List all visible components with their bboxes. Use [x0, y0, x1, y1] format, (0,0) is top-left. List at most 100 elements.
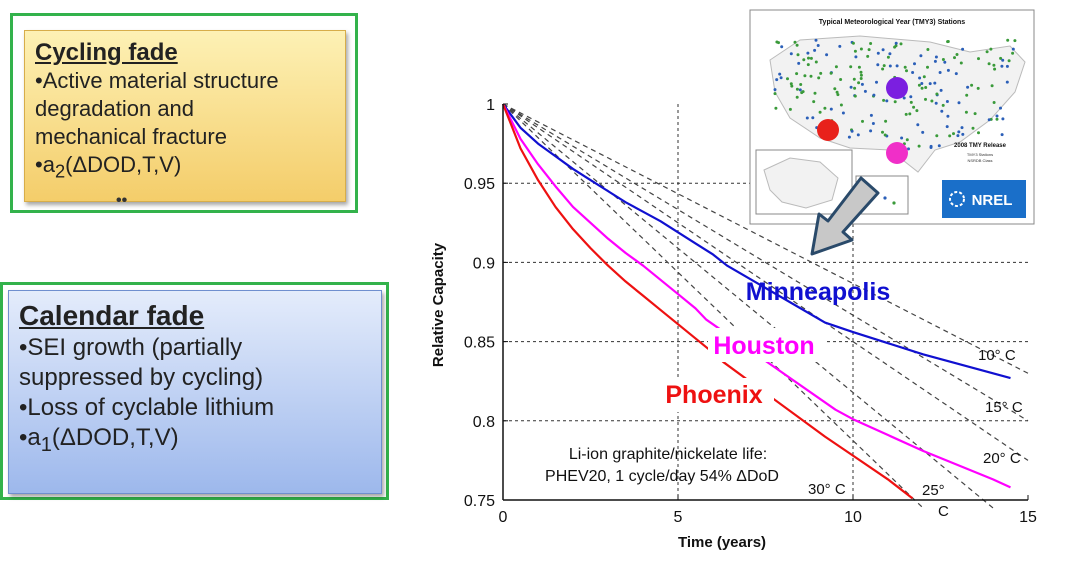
- station-dot: [960, 126, 964, 130]
- station-dot: [789, 82, 793, 86]
- station-dot: [876, 51, 880, 55]
- station-dot: [849, 85, 853, 89]
- station-dot: [945, 125, 949, 129]
- station-dot: [893, 100, 897, 104]
- x-tick-label: 0: [499, 509, 508, 526]
- station-dot: [1001, 117, 1005, 121]
- station-dot: [961, 132, 965, 136]
- station-dot: [863, 89, 867, 93]
- station-dot: [869, 42, 873, 45]
- station-dot: [838, 44, 842, 48]
- station-dot: [866, 54, 870, 58]
- station-dot: [796, 53, 800, 57]
- station-dot: [985, 50, 989, 54]
- station-dot: [876, 63, 880, 67]
- station-dot: [946, 114, 950, 118]
- reference-line-1: [502, 103, 1029, 422]
- station-dot: [941, 103, 945, 107]
- reference-lines: [502, 103, 1029, 509]
- station-dot: [999, 56, 1003, 60]
- nrel-logo-text: NREL: [972, 192, 1013, 209]
- cycling-fade-frame: [10, 13, 358, 213]
- station-dot: [940, 109, 944, 113]
- station-dot: [1005, 80, 1009, 84]
- map-legend-line-2: NSRDB Class: [967, 158, 992, 163]
- station-dot: [850, 129, 854, 133]
- station-dot: [907, 147, 910, 151]
- station-dot: [875, 80, 878, 84]
- y-tick-label: 0.95: [464, 176, 495, 193]
- station-dot: [987, 118, 991, 122]
- station-dot: [924, 86, 928, 89]
- station-dot: [957, 101, 961, 105]
- station-dot: [977, 57, 980, 61]
- houston-marker: [886, 142, 908, 164]
- station-dot: [977, 131, 980, 135]
- station-dot: [941, 58, 945, 61]
- calendar-fade-card: Calendar fade •SEI growth (partially sup…: [8, 290, 382, 494]
- station-dot: [909, 100, 913, 104]
- map-legend-line-1: TMY3 Stations: [967, 152, 993, 157]
- station-dot: [946, 68, 950, 72]
- y-tick-label: 1: [486, 97, 495, 114]
- station-dot: [937, 144, 941, 148]
- station-dot: [825, 53, 829, 57]
- station-dot: [813, 91, 817, 95]
- cycling-bullet-4: •a2(ΔDOD,T,V): [35, 151, 335, 185]
- station-dot: [918, 76, 922, 80]
- station-dot: [976, 86, 980, 90]
- station-dot: [869, 129, 873, 133]
- station-dot: [915, 109, 919, 113]
- annotation-line-1: Li-ion graphite/nickelate life:: [569, 446, 767, 463]
- station-dot: [935, 134, 939, 138]
- station-dot: [930, 99, 934, 103]
- station-dot: [946, 40, 950, 44]
- series-label-minneapolis: Minneapolis: [746, 278, 890, 306]
- station-dot: [948, 134, 952, 138]
- minneapolis-marker: [886, 77, 908, 99]
- station-dot: [1000, 64, 1004, 68]
- station-dot: [823, 106, 827, 110]
- station-dot: [881, 48, 885, 52]
- x-tick-label: 15: [1019, 509, 1037, 526]
- station-dot: [814, 60, 818, 64]
- station-dot: [786, 77, 789, 81]
- station-dot: [857, 81, 861, 85]
- map-title: Typical Meteorological Year (TMY3) Stati…: [819, 19, 965, 26]
- station-dot: [816, 44, 820, 47]
- station-dot: [853, 86, 857, 90]
- station-dot: [909, 95, 913, 99]
- cycling-a-subscript: 2: [54, 160, 66, 182]
- station-dot: [829, 71, 833, 75]
- station-dot: [872, 93, 876, 97]
- station-dot: [836, 93, 840, 97]
- station-dot: [799, 83, 803, 86]
- alaska-outline: [763, 157, 839, 209]
- station-dot: [834, 65, 838, 69]
- station-dot: [933, 81, 937, 85]
- station-dot: [802, 58, 806, 62]
- station-dot: [773, 92, 777, 96]
- calendar-a-args: (ΔDOD,T,V): [51, 424, 179, 451]
- station-dot: [1000, 133, 1004, 137]
- station-dot: [886, 55, 890, 59]
- cycling-fade-card: Cycling fade •Active material structure …: [24, 30, 346, 202]
- station-dot: [965, 93, 969, 97]
- station-dot: [995, 117, 999, 121]
- station-dot: [1011, 51, 1015, 55]
- station-dot: [797, 61, 801, 65]
- station-dot: [859, 77, 863, 80]
- station-dot: [903, 65, 907, 69]
- station-dot: [959, 61, 963, 65]
- station-dot: [920, 86, 924, 90]
- y-axis-label: Relative Capacity: [430, 242, 447, 367]
- tick-labels: 0 5 10 15 0.75 0.8 0.85 0.9 0.95 1: [464, 97, 1037, 526]
- station-dot: [911, 71, 915, 74]
- station-dot: [926, 65, 929, 69]
- station-dot: [798, 88, 802, 92]
- nrel-sun-icon: [949, 191, 965, 207]
- station-dot: [841, 111, 845, 115]
- station-dot: [924, 97, 927, 101]
- station-dot: [935, 92, 939, 96]
- station-dot: [806, 63, 810, 67]
